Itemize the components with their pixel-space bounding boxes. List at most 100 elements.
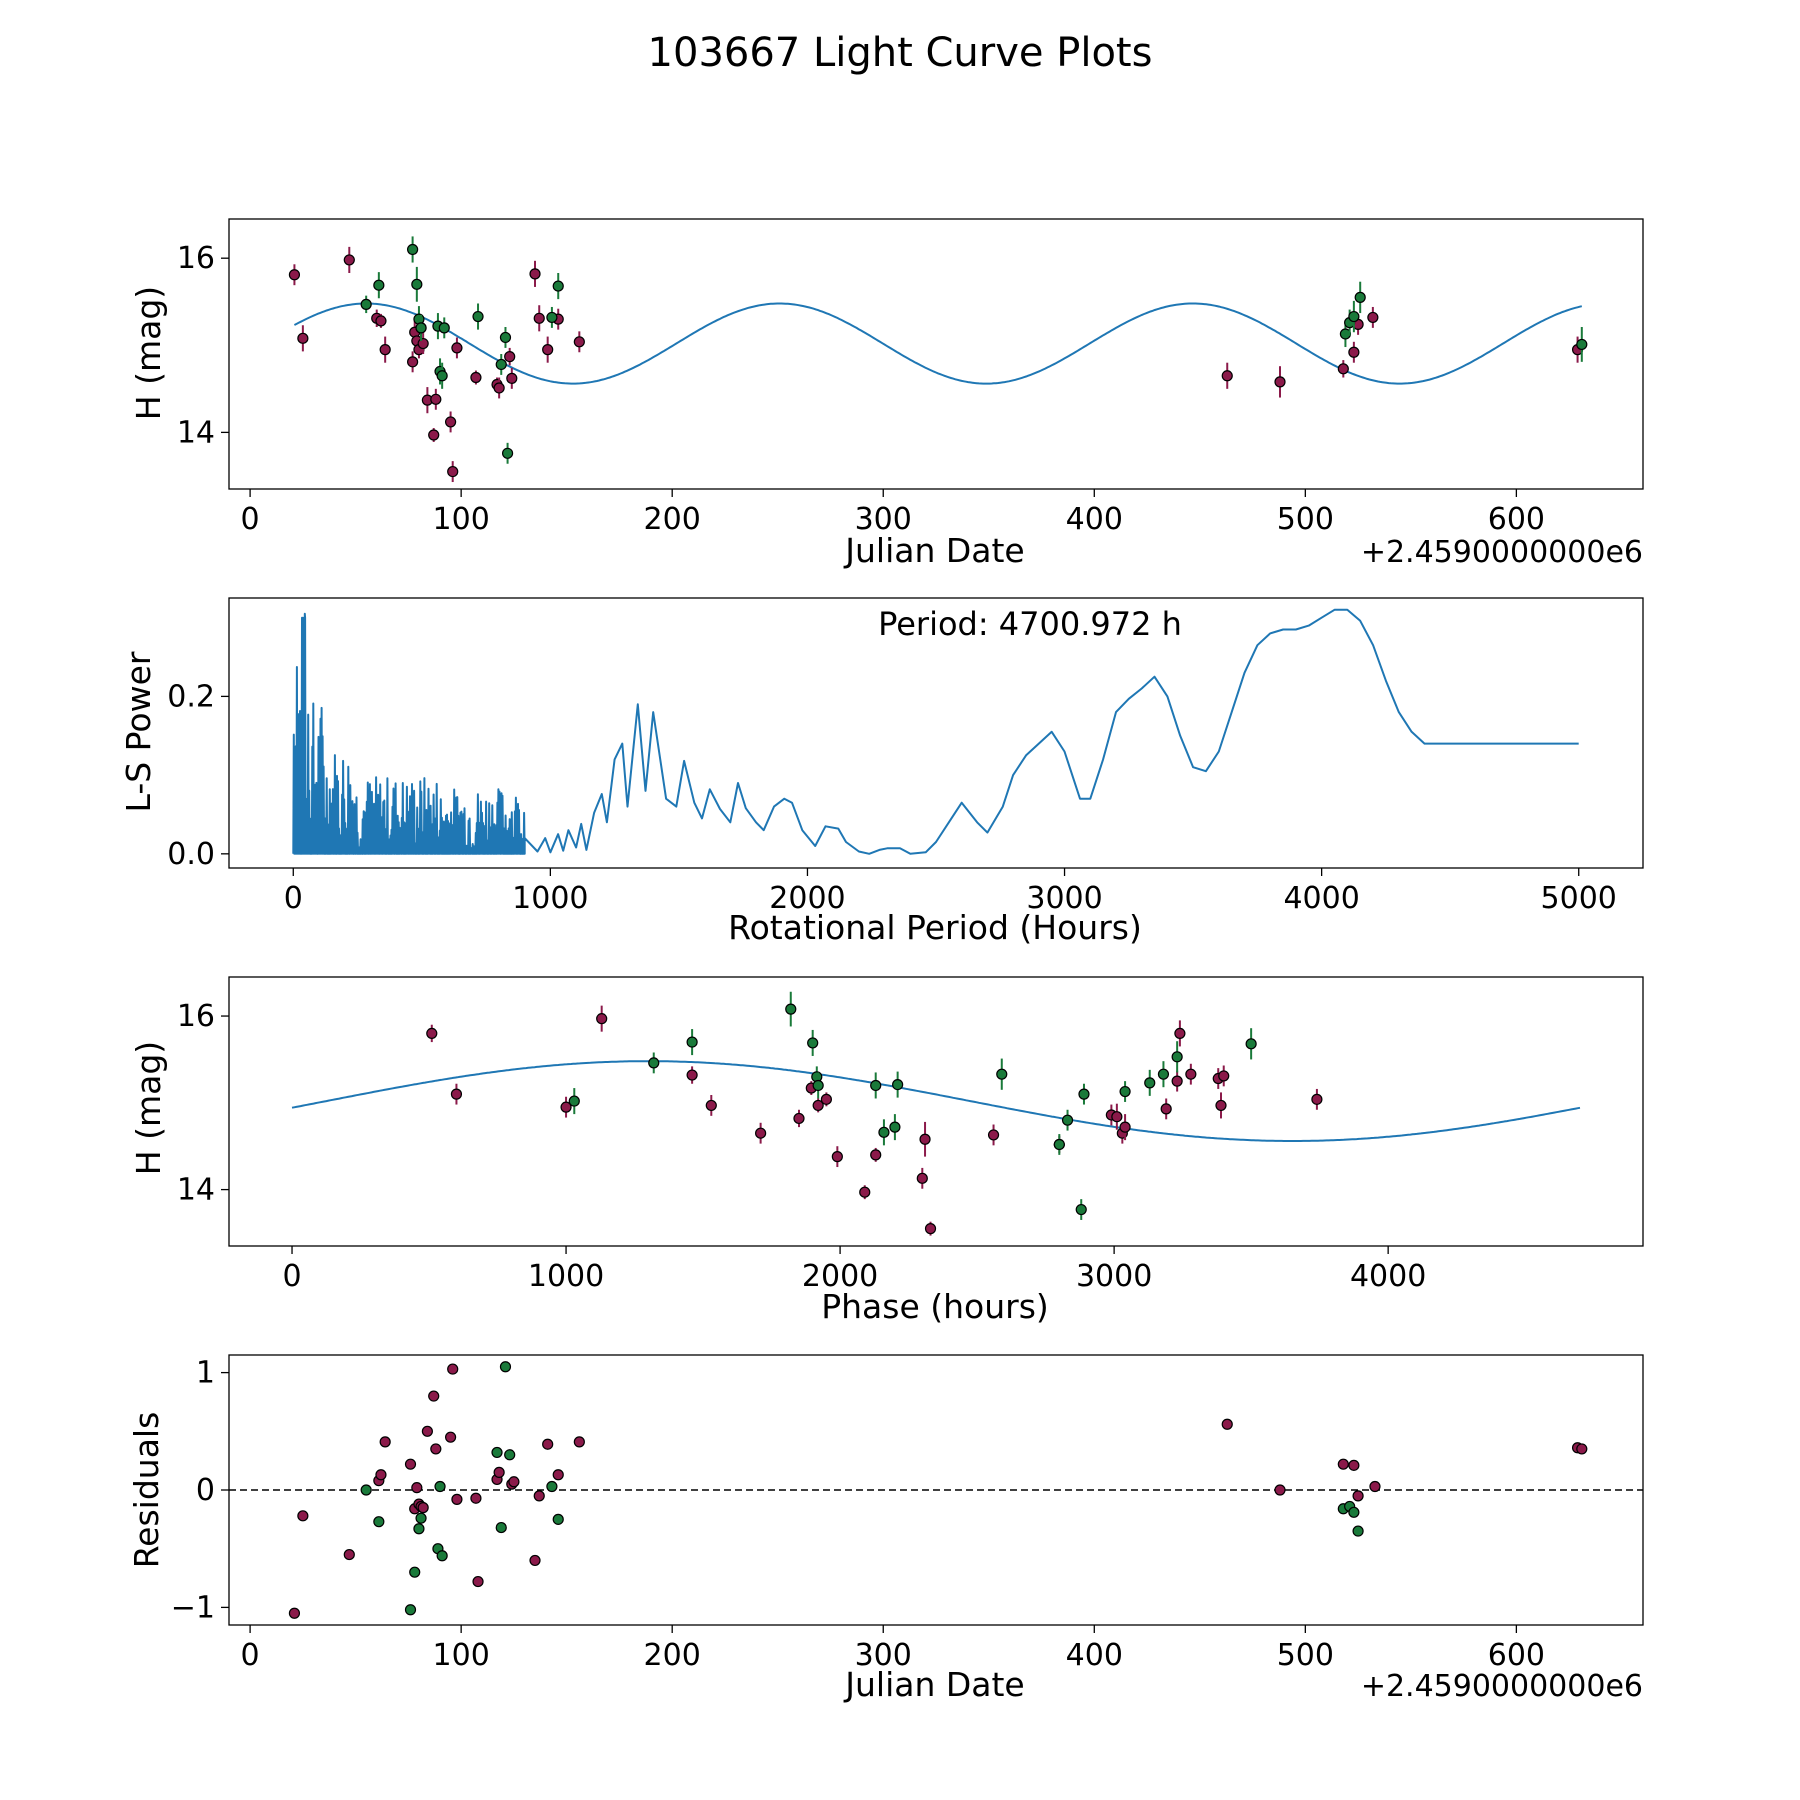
residuals-offset-label: +2.4590000000e6 bbox=[1361, 1669, 1643, 1704]
maroon-data-point bbox=[451, 342, 463, 354]
maroon-data-point bbox=[426, 1027, 438, 1040]
green-data-point bbox=[648, 1057, 660, 1069]
green-data-point bbox=[996, 1068, 1008, 1080]
green-data-point bbox=[407, 243, 419, 256]
maroon-data-point bbox=[820, 1093, 832, 1105]
green-data-point bbox=[495, 358, 507, 371]
green-data-point bbox=[1352, 1525, 1364, 1537]
green-data-point bbox=[373, 1516, 385, 1528]
maroon-data-point bbox=[573, 1436, 585, 1448]
period-annotation: Period: 4700.972 h bbox=[878, 605, 1182, 643]
y-tick-label: 14 bbox=[177, 1173, 215, 1208]
green-data-point bbox=[1348, 310, 1360, 323]
y-tick-label: 0.0 bbox=[167, 837, 215, 872]
maroon-data-point bbox=[1348, 346, 1360, 358]
maroon-data-point bbox=[987, 1129, 1000, 1141]
maroon-data-point bbox=[288, 1607, 301, 1619]
x-tick-label: 0 bbox=[241, 1638, 260, 1673]
maroon-data-point bbox=[417, 1502, 429, 1514]
maroon-data-point bbox=[1171, 1075, 1183, 1087]
y-tick-label: 0.2 bbox=[167, 679, 215, 714]
green-data-point bbox=[1354, 291, 1366, 303]
green-data-point bbox=[499, 1361, 512, 1373]
maroon-data-point bbox=[417, 337, 429, 350]
maroon-data-point bbox=[379, 1436, 391, 1448]
x-tick-label: 100 bbox=[433, 1638, 490, 1673]
maroon-data-point bbox=[812, 1099, 824, 1112]
maroon-data-point bbox=[444, 416, 457, 428]
x-tick-label: 3000 bbox=[1026, 881, 1102, 916]
maroon-data-point bbox=[343, 1548, 355, 1561]
x-tick-label: 200 bbox=[644, 1638, 701, 1673]
maroon-data-point bbox=[447, 1363, 459, 1375]
maroon-data-point bbox=[493, 382, 505, 394]
plot-content bbox=[229, 1361, 1643, 1619]
maroon-data-point bbox=[375, 315, 387, 327]
green-data-point bbox=[546, 1480, 558, 1493]
green-data-point bbox=[1119, 1085, 1131, 1098]
y-tick-label: 0 bbox=[196, 1473, 215, 1508]
maroon-data-point bbox=[428, 429, 440, 441]
maroon-data-point bbox=[1337, 1458, 1349, 1470]
green-data-point bbox=[438, 322, 450, 334]
green-data-point bbox=[568, 1095, 580, 1107]
axes-frame bbox=[228, 597, 1644, 869]
maroon-data-point bbox=[924, 1223, 937, 1235]
green-data-point bbox=[686, 1036, 698, 1048]
maroon-data-point bbox=[1185, 1068, 1197, 1080]
axes-frame bbox=[228, 976, 1644, 1247]
green-data-point bbox=[491, 1446, 503, 1459]
maroon-data-point bbox=[1221, 1418, 1233, 1430]
maroon-data-point bbox=[1352, 1490, 1364, 1502]
maroon-data-point bbox=[451, 1493, 463, 1505]
maroon-data-point bbox=[1311, 1093, 1323, 1105]
y-tick-label: 16 bbox=[177, 999, 215, 1034]
maroon-data-point bbox=[421, 1425, 433, 1437]
green-data-point bbox=[812, 1079, 824, 1092]
maroon-data-point bbox=[407, 356, 419, 368]
y-tick-label: −1 bbox=[171, 1590, 215, 1625]
axes-frame bbox=[228, 218, 1644, 490]
phased-panel: 0 1000 2000 3000 4000 14 16 Phase (hours) H (m… bbox=[129, 976, 1644, 1326]
x-tick-label: 1000 bbox=[512, 881, 588, 916]
green-data-point bbox=[552, 280, 564, 292]
phased-fit-curve bbox=[291, 1060, 1581, 1142]
maroon-data-point bbox=[1215, 1099, 1227, 1112]
maroon-data-point bbox=[1337, 363, 1349, 375]
maroon-data-point bbox=[1348, 1459, 1360, 1471]
lightcurve-ylabel: H (mag) bbox=[129, 286, 168, 420]
maroon-data-point bbox=[1119, 1121, 1131, 1133]
maroon-data-point bbox=[470, 1492, 482, 1504]
green-data-point bbox=[807, 1037, 819, 1049]
maroon-data-point bbox=[297, 332, 309, 344]
maroon-data-point bbox=[542, 1438, 554, 1450]
green-data-point bbox=[413, 1523, 425, 1535]
maroon-data-point bbox=[1218, 1070, 1230, 1082]
x-tick-label: 600 bbox=[1488, 502, 1545, 537]
green-data-point bbox=[889, 1121, 901, 1133]
x-tick-label: 300 bbox=[855, 1638, 912, 1673]
maroon-data-point bbox=[1160, 1103, 1172, 1115]
maroon-data-point bbox=[596, 1013, 608, 1025]
green-data-point bbox=[495, 1521, 507, 1534]
y-tick-label: 16 bbox=[177, 241, 215, 276]
lightcurve-panel: 0 100 200 300 400 500 600 14 16 Julian Date H (m… bbox=[129, 218, 1644, 570]
x-tick-label: 0 bbox=[282, 1259, 301, 1294]
green-data-point bbox=[360, 1484, 372, 1496]
green-data-point bbox=[1078, 1088, 1090, 1100]
green-data-point bbox=[785, 1003, 797, 1015]
maroon-data-point bbox=[533, 312, 545, 324]
x-tick-label: 1000 bbox=[528, 1259, 604, 1294]
green-data-point bbox=[360, 298, 372, 310]
maroon-data-point bbox=[508, 1476, 520, 1488]
green-data-point bbox=[434, 1480, 446, 1493]
x-tick-label: 2000 bbox=[769, 881, 845, 916]
green-data-point bbox=[436, 370, 448, 382]
green-data-point bbox=[411, 278, 423, 290]
x-tick-label: 2000 bbox=[802, 1259, 878, 1294]
maroon-data-point bbox=[529, 1554, 541, 1567]
maroon-data-point bbox=[831, 1151, 843, 1163]
maroon-data-point bbox=[428, 1390, 440, 1402]
x-tick-label: 500 bbox=[1277, 502, 1334, 537]
